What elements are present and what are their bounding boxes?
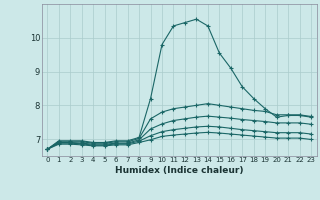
X-axis label: Humidex (Indice chaleur): Humidex (Indice chaleur) xyxy=(115,166,244,175)
